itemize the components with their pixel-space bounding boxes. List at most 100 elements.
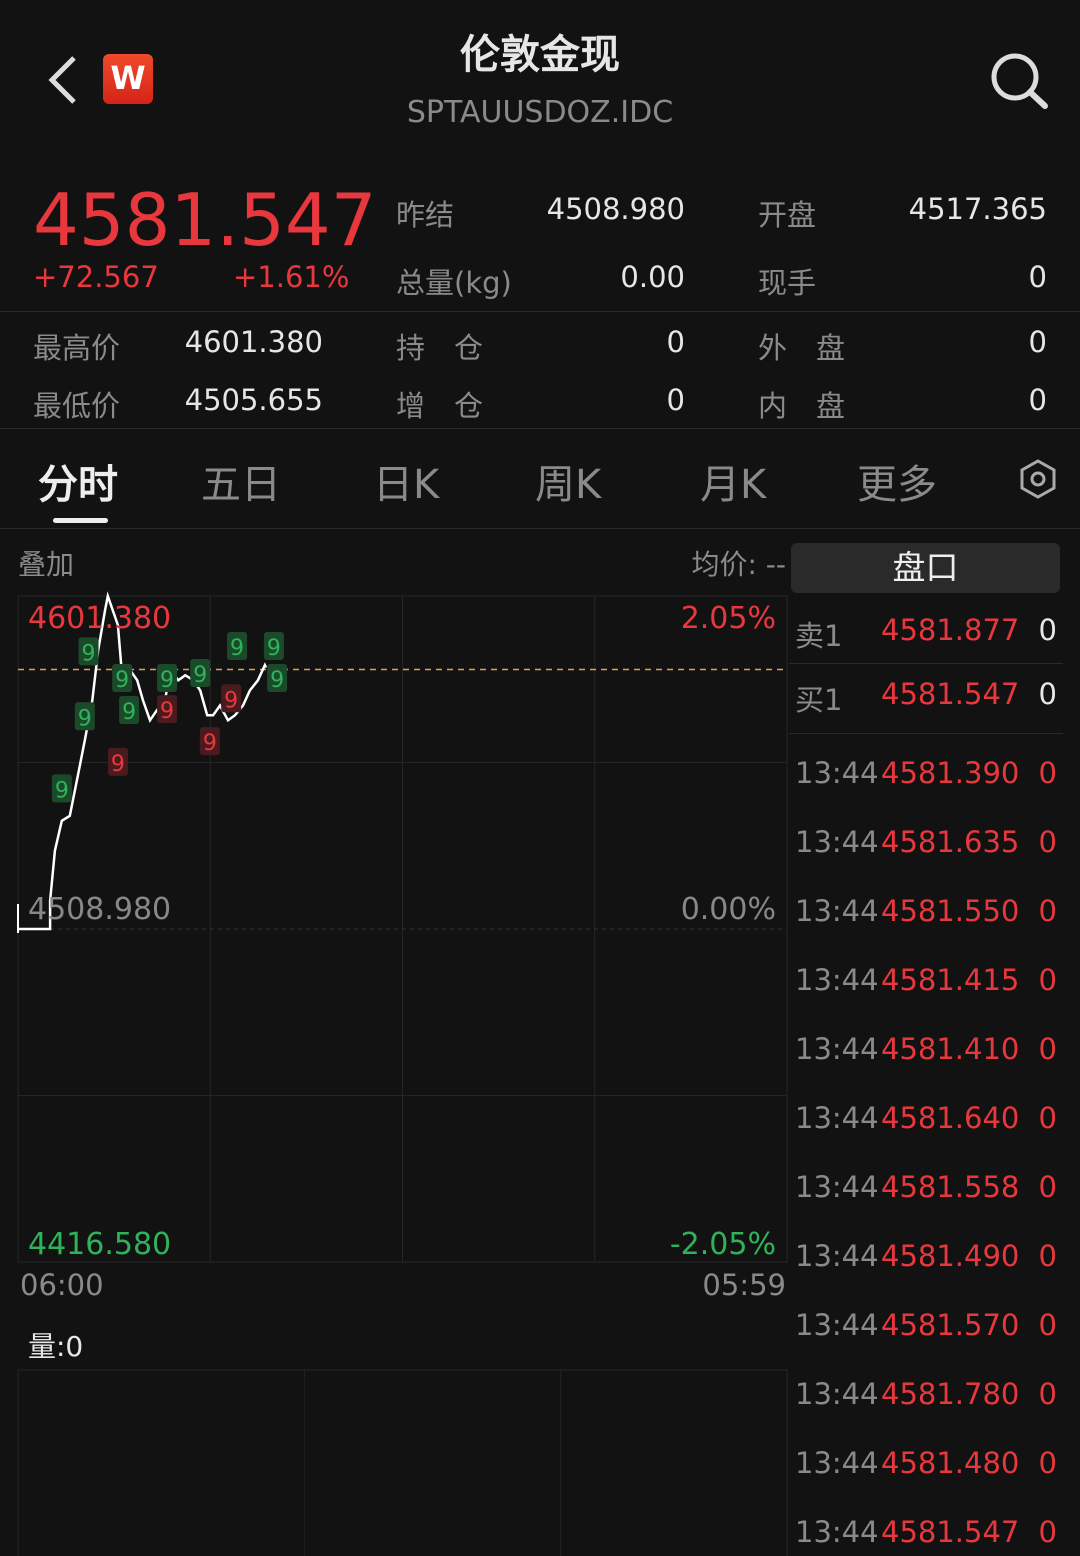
stat-value: 0 [666,325,685,359]
signal-marker-bg [157,664,178,692]
y-tick-label: 4601.380 [28,601,171,636]
row-price: 4581.490 [881,1239,1020,1273]
stat-value: 0 [1028,383,1047,417]
overlay-button[interactable]: 叠加 [18,548,75,581]
tab-more[interactable]: 更多 [857,462,937,508]
back-chevron-icon[interactable] [44,52,84,108]
row-label: 13:44 [795,963,879,997]
stat-value: 0 [666,383,685,417]
row-qty: 0 [1038,894,1057,928]
row-qty: 0 [1038,613,1057,647]
row-price: 4581.550 [881,894,1020,928]
row-price: 4581.635 [881,825,1020,859]
signal-marker: 9 [160,668,174,693]
orderbook-row: 13:44 4581.550 0 [795,894,1060,934]
search-icon[interactable] [988,50,1050,112]
row-label: 13:44 [795,756,879,790]
signal-marker-bg [190,659,211,688]
tab-weekly-k[interactable]: 周K [535,462,602,508]
signal-marker-bg [267,664,288,692]
tab-intraday[interactable]: 分时 [38,462,118,508]
signal-marker: 9 [78,706,92,731]
active-tab-indicator [53,518,108,523]
y-tick-label: 0.00% [681,892,776,927]
volume-label: 量:0 [28,1330,84,1363]
row-label: 13:44 [795,1308,879,1342]
signal-marker: 9 [270,668,284,693]
row-price: 4581.480 [881,1446,1020,1480]
signal-marker-bg [227,632,248,660]
row-qty: 0 [1038,756,1057,790]
y-tick-label: 4416.580 [28,1227,171,1262]
orderbook-row: 13:44 4581.490 0 [795,1239,1060,1279]
stat-label: 最高价 [33,331,121,365]
stat-value: 0.00 [620,260,685,294]
x-tick-label: 05:59 [702,1268,786,1302]
stat-value: 0 [1028,260,1047,294]
orderbook-row: 13:44 4581.390 0 [795,756,1060,796]
row-label: 13:44 [795,1446,879,1480]
signal-marker-bg [221,684,242,713]
signal-marker: 9 [122,700,136,725]
orderbook-tab[interactable]: 盘口 [791,543,1060,593]
stat-label: 昨结 [396,198,455,232]
orderbook-row: 13:44 4581.410 0 [795,1032,1060,1072]
row-price: 4581.558 [881,1170,1020,1204]
stat-value: 4517.365 [908,192,1047,226]
price-change-pct: +1.61% [233,260,350,294]
stat-label: 开盘 [758,198,817,232]
row-label: 13:44 [795,1032,879,1066]
orderbook-row: 13:44 4581.547 0 [795,1515,1060,1555]
signal-marker: 9 [111,752,125,777]
row-label: 13:44 [795,894,879,928]
stat-value: 4508.980 [546,192,685,226]
row-price: 4581.547 [881,1515,1020,1549]
signal-marker-bg [112,664,133,692]
tab-daily-k[interactable]: 日K [373,462,440,508]
orderbook-row: 买1 4581.547 0 [795,677,1060,717]
row-label: 买1 [795,683,843,717]
y-tick-label: -2.05% [670,1227,776,1262]
stat-label: 持 仓 [396,331,484,365]
row-price: 4581.780 [881,1377,1020,1411]
brand-logo: W [103,54,153,104]
page-title: 伦敦金现 [460,32,620,78]
stat-value: 0 [1028,325,1047,359]
tab-monthly-k[interactable]: 月K [700,462,767,508]
signal-marker-bg [107,747,128,776]
avg-price-label: 均价: -- [691,548,786,581]
orderbook-row: 卖1 4581.877 0 [795,613,1060,653]
signal-marker: 9 [115,668,129,693]
row-label: 13:44 [795,1101,879,1135]
stat-label: 最低价 [33,389,121,423]
orderbook-row: 13:44 4581.640 0 [795,1101,1060,1141]
orderbook-row: 13:44 4581.558 0 [795,1170,1060,1210]
signal-marker-bg [199,727,220,756]
stat-label: 增 仓 [396,389,484,423]
row-qty: 0 [1038,1101,1057,1135]
row-qty: 0 [1038,825,1057,859]
row-qty: 0 [1038,1170,1057,1204]
row-price: 4581.570 [881,1308,1020,1342]
price-change: +72.567 [33,260,159,294]
row-label: 13:44 [795,1239,879,1273]
instrument-code: SPTAUUSDOZ.IDC [406,95,674,130]
row-price: 4581.415 [881,963,1020,997]
row-label: 13:44 [795,1170,879,1204]
tab-five-day[interactable]: 五日 [201,462,281,508]
signal-marker: 9 [267,636,281,661]
signal-marker: 9 [160,699,174,724]
row-price: 4581.640 [881,1101,1020,1135]
row-price: 4581.410 [881,1032,1020,1066]
row-qty: 0 [1038,963,1057,997]
divider [789,733,1063,734]
signal-marker: 9 [230,636,244,661]
row-label: 13:44 [795,1515,879,1549]
row-label: 13:44 [795,825,879,859]
settings-icon[interactable] [1018,458,1058,500]
signal-marker-bg [119,696,140,724]
stat-label: 现手 [758,266,817,300]
row-qty: 0 [1038,1446,1057,1480]
orderbook-row: 13:44 4581.570 0 [795,1308,1060,1348]
